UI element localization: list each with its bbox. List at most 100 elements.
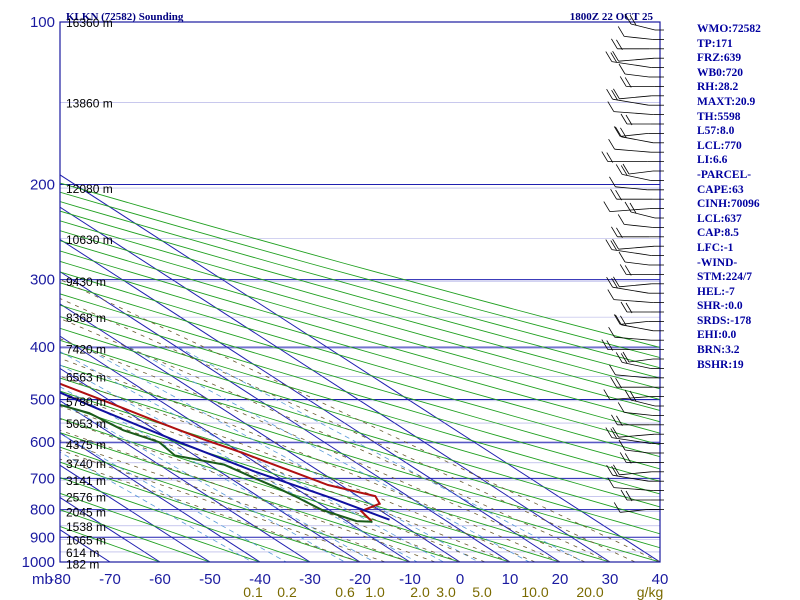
wind-barb-flag: [613, 88, 620, 100]
height-label: 4375 m: [66, 438, 106, 452]
index-line: FRZ:639: [697, 52, 742, 65]
dry-adiabat: [60, 339, 660, 521]
dry-adiabat: [60, 316, 660, 495]
pressure-tick-label: 100: [30, 14, 55, 31]
moist-adiabat: [60, 440, 411, 562]
wind-barb-flag: [603, 201, 611, 212]
wind-barb-flag: [608, 326, 615, 338]
wind-barb-flag: [624, 265, 632, 276]
wind-barb-flag: [601, 151, 609, 162]
wind-barb-flag: [611, 414, 618, 426]
pressure-tick-label: 800: [30, 502, 55, 519]
wind-barb-staff: [630, 211, 656, 219]
temperature-tick-label: -10: [399, 571, 421, 588]
temperature-tick-label: 0: [456, 571, 464, 588]
height-label: 3141 m: [66, 474, 106, 488]
index-line: TH:5598: [697, 110, 741, 123]
wind-barb-flag: [607, 101, 615, 112]
wind-barb-staff: [622, 362, 651, 369]
temperature-tick-label: 40: [652, 571, 669, 588]
mixing-ratio-label: 0.1: [243, 584, 263, 600]
wind-barb-staff: [624, 261, 650, 266]
wind-barb-flag: [618, 251, 626, 263]
wind-barb-flag: [612, 50, 619, 62]
wind-barb-staff: [615, 186, 648, 191]
mixing-ratio-label: 1.0: [365, 584, 385, 600]
height-label: 6563 m: [66, 370, 106, 384]
height-label: 2045 m: [66, 506, 106, 520]
wind-barb-staff: [621, 136, 654, 144]
index-line: BSHR:19: [697, 358, 744, 371]
isotherm-line: [60, 335, 411, 562]
wind-barb-flag: [624, 453, 632, 464]
wind-barb-flag: [610, 188, 617, 200]
wind-barb-flag: [607, 289, 615, 300]
wind-barb-flag: [624, 77, 632, 88]
height-label: 7420 m: [66, 342, 106, 356]
wind-barb-staff: [624, 224, 653, 228]
index-line: STM:224/7: [697, 271, 752, 284]
dry-adiabat: [60, 509, 211, 562]
dry-adiabat: [60, 304, 660, 482]
temperature-tick-label: 20: [552, 571, 569, 588]
wind-barb-flag: [620, 127, 627, 139]
moist-adiabat: [60, 338, 586, 562]
index-line: BRN:3.2: [697, 344, 740, 357]
mixing-ratio-line: [177, 346, 584, 562]
wind-barb-flag: [610, 240, 618, 251]
wind-barb-flag: [605, 427, 613, 438]
wind-barb-staff: [613, 299, 654, 303]
temperature-tick-label: -60: [149, 571, 171, 588]
wind-barb-flag: [610, 428, 618, 439]
dry-adiabat: [60, 210, 660, 379]
pressure-tick-label: 600: [30, 434, 55, 451]
mixing-ratio-label: 10.0: [521, 584, 548, 600]
wind-barb-flag: [601, 339, 609, 350]
moist-adiabat: [60, 429, 436, 562]
height-label: 3740 m: [66, 457, 106, 471]
mixing-ratio-line: [60, 386, 375, 562]
profile-line-2: [60, 391, 390, 521]
dry-adiabat: [60, 201, 660, 369]
index-line: EHI:0.0: [697, 329, 737, 342]
wind-barb-flag: [605, 239, 613, 250]
isotherm-line: [60, 238, 561, 562]
wind-barb-flag: [611, 277, 618, 289]
wind-barb-staff: [611, 61, 652, 68]
isotherm-line: [60, 367, 361, 562]
moist-adiabat: [60, 318, 611, 562]
wind-barb-flag: [625, 490, 633, 502]
dry-adiabat: [60, 220, 660, 390]
wind-barb-staff: [622, 174, 651, 181]
isotherm-line: [60, 432, 261, 562]
moist-adiabat: [60, 405, 486, 562]
height-label: 10630 m: [66, 233, 113, 247]
index-line: CAP:8.5: [697, 227, 739, 240]
profile-line-1: [60, 403, 373, 523]
wind-barb-flag: [629, 14, 637, 26]
pressure-unit-label: mb: [32, 571, 53, 588]
wind-barb-flag: [609, 176, 616, 188]
moist-adiabat: [60, 418, 461, 562]
profile-lines: [60, 382, 390, 523]
dry-adiabat: [60, 364, 660, 549]
wind-barb-flag: [624, 201, 632, 213]
wind-barb-flag: [615, 164, 623, 175]
wind-barb-flag: [611, 38, 618, 50]
dry-adiabat: [60, 327, 660, 508]
pressure-tick-label: 500: [30, 391, 55, 408]
isotherm-line: [60, 400, 311, 562]
wind-barb-flag: [606, 464, 613, 476]
wind-barb-flag: [620, 113, 628, 125]
index-line: CAPE:63: [697, 183, 744, 196]
wind-barb-flag: [606, 340, 614, 351]
wind-barb-flag: [613, 314, 621, 325]
wind-barb-flag: [619, 76, 627, 87]
wind-barb-flag: [620, 353, 628, 364]
mixing-ratio-line: [129, 346, 530, 562]
wind-barb-flag: [620, 489, 628, 501]
index-line: TP:171: [697, 37, 733, 50]
wind-barb-staff: [614, 148, 651, 153]
wind-barb-staff: [621, 324, 654, 332]
